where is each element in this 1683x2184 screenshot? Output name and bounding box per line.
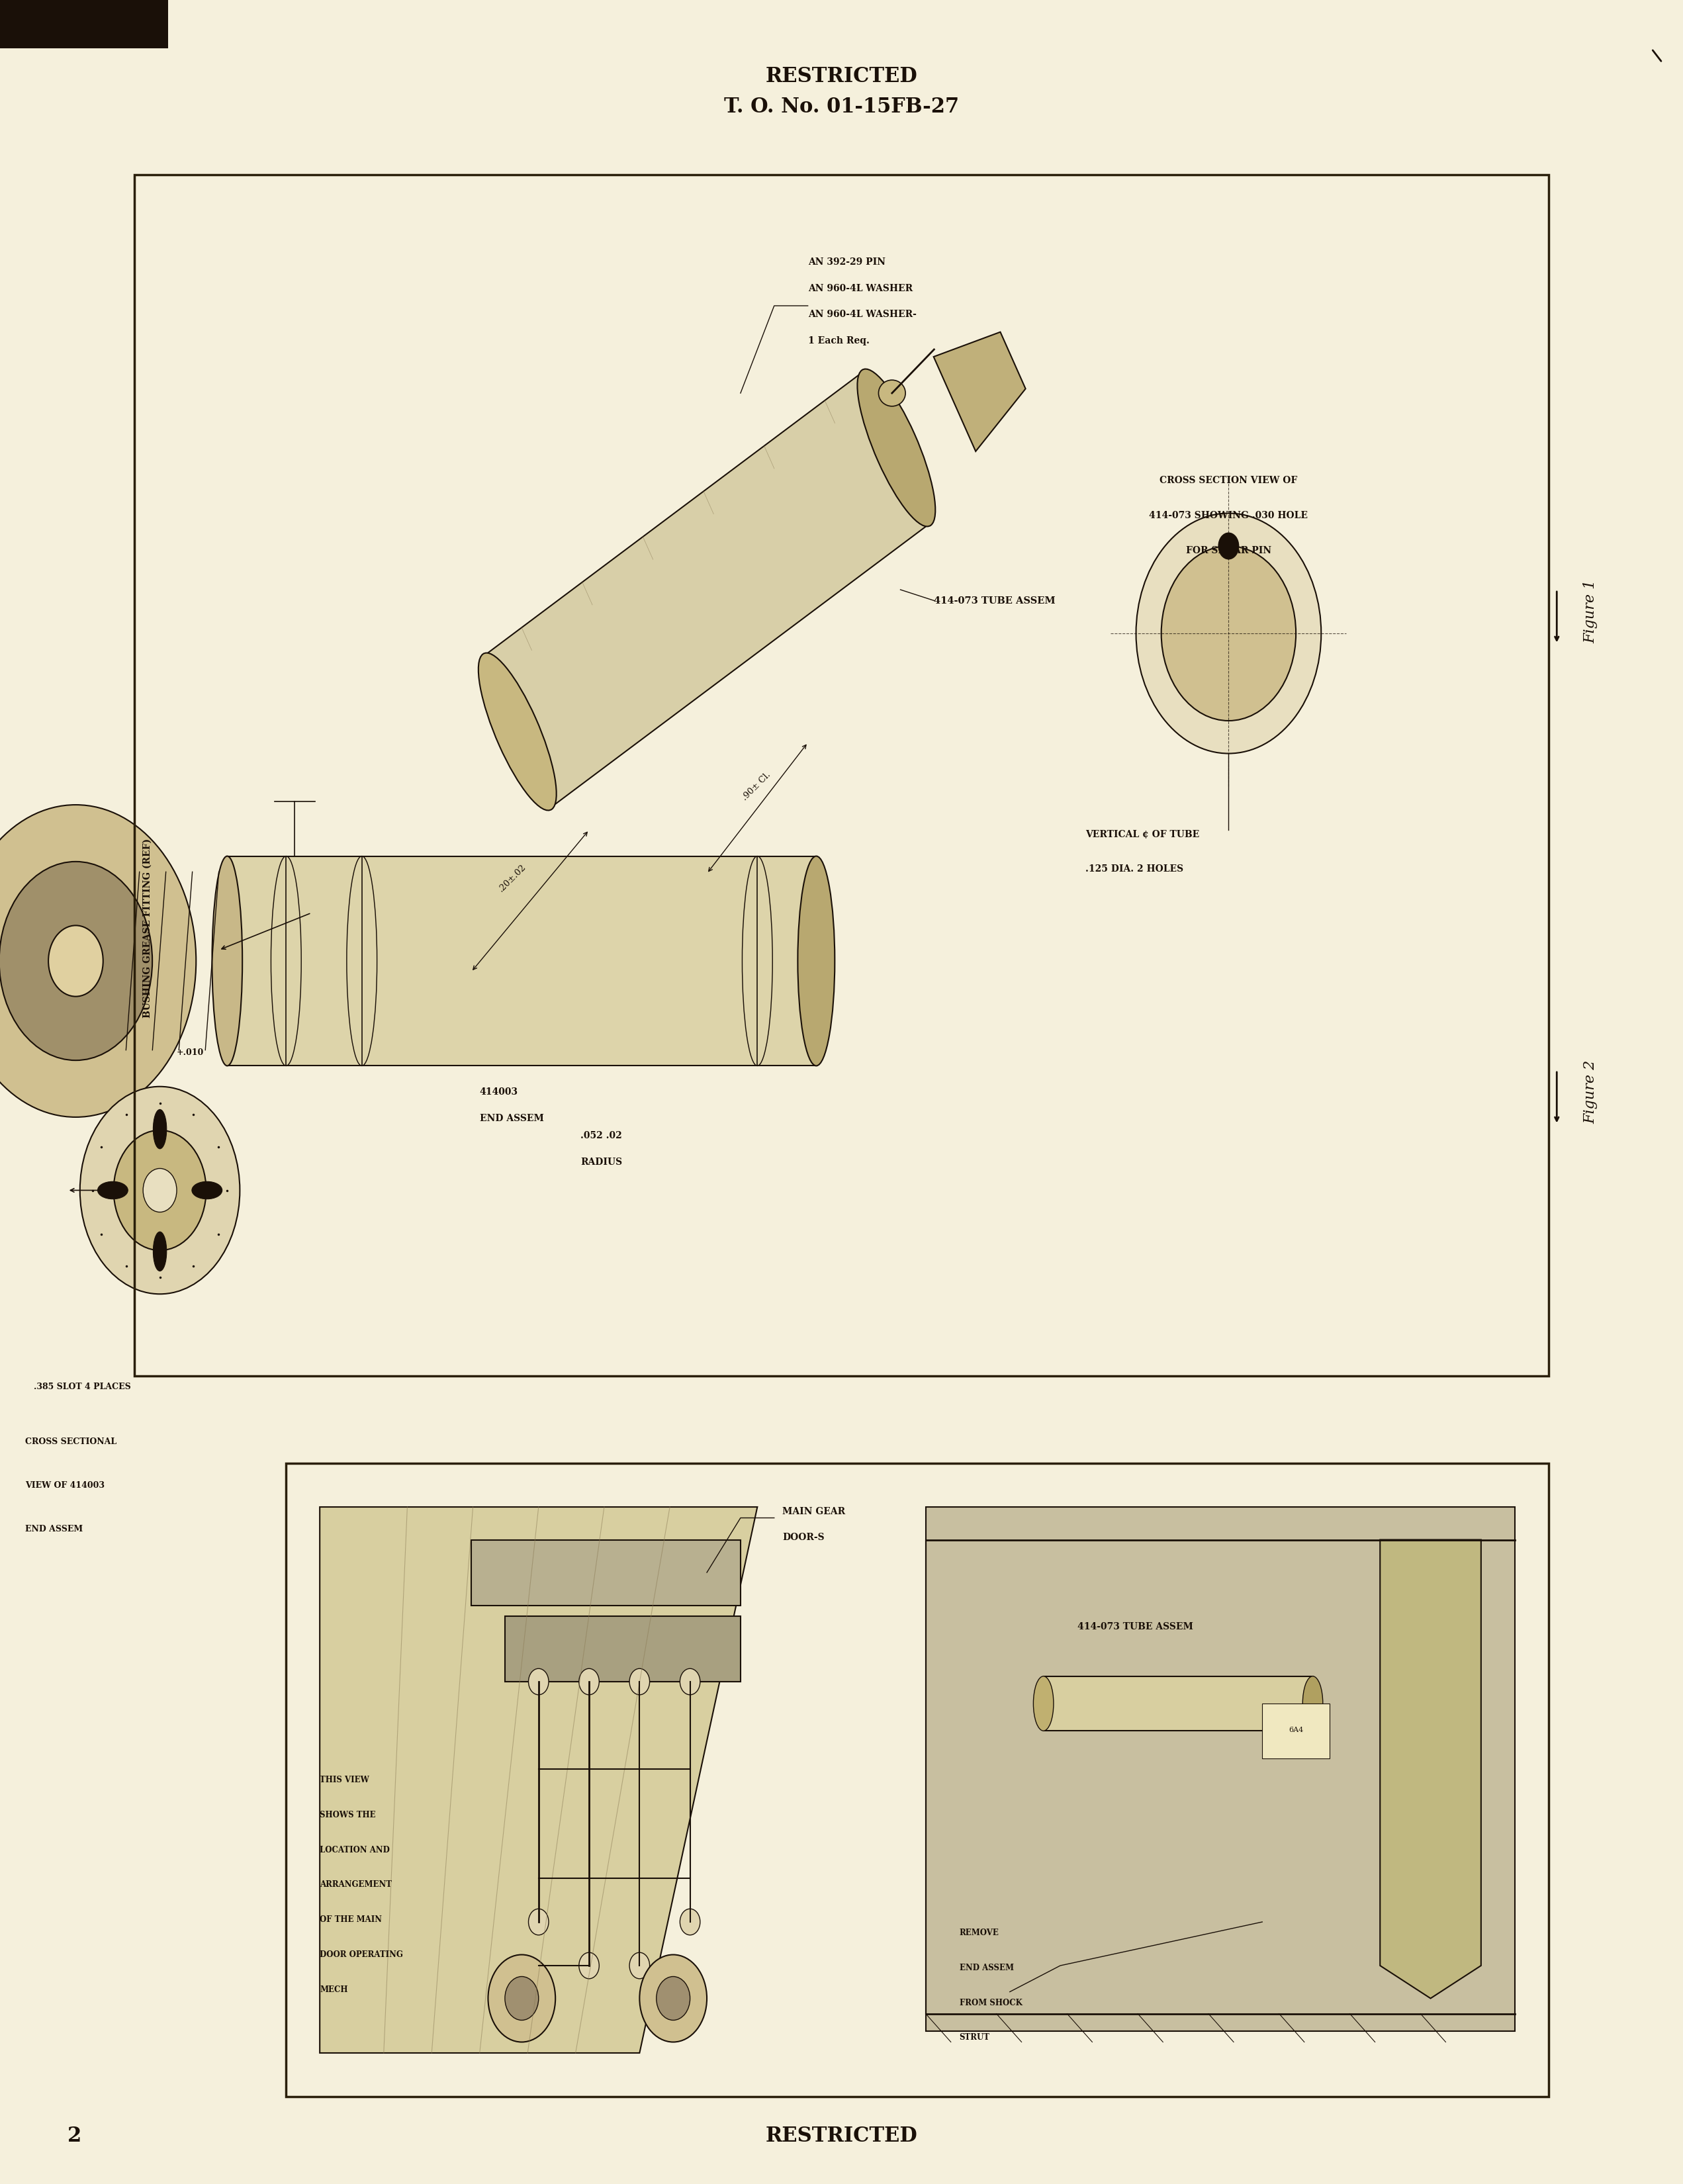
Bar: [0, 0, 168, 48]
Text: VIEW OF 414003: VIEW OF 414003: [25, 1481, 104, 1489]
Ellipse shape: [656, 1977, 690, 2020]
Ellipse shape: [1136, 513, 1321, 753]
Ellipse shape: [1303, 1677, 1323, 1730]
Ellipse shape: [640, 1955, 707, 2042]
Ellipse shape: [528, 1909, 549, 1935]
Text: MAIN GEAR: MAIN GEAR: [783, 1507, 845, 1516]
Text: ARRANGEMENT: ARRANGEMENT: [320, 1880, 392, 1889]
Ellipse shape: [98, 1182, 128, 1199]
Ellipse shape: [153, 1232, 167, 1271]
Ellipse shape: [798, 856, 835, 1066]
Ellipse shape: [0, 860, 151, 1059]
Text: AN 960-4L WASHER-: AN 960-4L WASHER-: [808, 310, 916, 319]
Text: CROSS SECTION VIEW OF: CROSS SECTION VIEW OF: [1160, 476, 1298, 485]
Text: Figure 1: Figure 1: [1584, 579, 1597, 644]
Bar: [1043, 1677, 1313, 1730]
Text: DOOR OPERATING: DOOR OPERATING: [320, 1950, 402, 1959]
Polygon shape: [934, 332, 1025, 452]
Bar: [286, 1463, 1548, 2097]
Ellipse shape: [153, 1109, 167, 1149]
Text: 1 Each Req.: 1 Each Req.: [808, 336, 870, 345]
Text: REMOVE: REMOVE: [959, 1928, 1000, 1937]
Text: 6A4: 6A4: [1289, 1725, 1303, 1734]
Text: Figure 2: Figure 2: [1584, 1059, 1597, 1125]
Text: 414003: 414003: [480, 1088, 518, 1096]
Text: END ASSEM: END ASSEM: [480, 1114, 544, 1123]
Text: VERTICAL ¢ OF TUBE: VERTICAL ¢ OF TUBE: [1086, 830, 1200, 839]
Ellipse shape: [1218, 533, 1239, 559]
Ellipse shape: [488, 1955, 555, 2042]
Text: FROM SHOCK: FROM SHOCK: [959, 1998, 1022, 2007]
Text: OF THE MAIN: OF THE MAIN: [320, 1915, 382, 1924]
Text: DOOR-S: DOOR-S: [783, 1533, 825, 1542]
Ellipse shape: [478, 653, 557, 810]
Ellipse shape: [629, 1669, 650, 1695]
Text: END ASSEM: END ASSEM: [959, 1963, 1013, 1972]
Text: SHOWS THE: SHOWS THE: [320, 1811, 375, 1819]
Text: 414-073 TUBE ASSEM: 414-073 TUBE ASSEM: [1077, 1623, 1193, 1631]
Polygon shape: [471, 1540, 741, 1605]
Polygon shape: [1380, 1540, 1481, 1998]
Ellipse shape: [629, 1952, 650, 1979]
Ellipse shape: [114, 1131, 207, 1249]
Text: .052 .02: .052 .02: [581, 1131, 623, 1140]
Ellipse shape: [49, 926, 103, 996]
Ellipse shape: [528, 1669, 549, 1695]
Ellipse shape: [1033, 1677, 1054, 1730]
Text: .20±.02: .20±.02: [496, 863, 527, 893]
Text: .90± Cl.: .90± Cl.: [741, 771, 772, 802]
Ellipse shape: [0, 804, 197, 1116]
Text: RESTRICTED: RESTRICTED: [766, 66, 917, 87]
Text: STRUT: STRUT: [959, 2033, 990, 2042]
Text: RESTRICTED: RESTRICTED: [766, 2125, 917, 2147]
Text: CROSS SECTIONAL: CROSS SECTIONAL: [25, 1437, 116, 1446]
Text: MECH: MECH: [320, 1985, 348, 1994]
Ellipse shape: [579, 1669, 599, 1695]
Ellipse shape: [857, 369, 936, 526]
Text: THIS VIEW: THIS VIEW: [320, 1776, 369, 1784]
Ellipse shape: [143, 1168, 177, 1212]
Polygon shape: [505, 1616, 741, 1682]
Text: 2: 2: [67, 2125, 81, 2147]
Text: BUSHING GREASE FITTING (REF): BUSHING GREASE FITTING (REF): [143, 839, 153, 1018]
Ellipse shape: [680, 1669, 700, 1695]
Text: +.010: +.010: [177, 1048, 204, 1057]
Bar: [1262, 1704, 1330, 1758]
Ellipse shape: [1161, 546, 1296, 721]
Text: 414-073 SHOWING .030 HOLE: 414-073 SHOWING .030 HOLE: [1149, 511, 1308, 520]
Bar: [135, 175, 1548, 1376]
Text: LOCATION AND: LOCATION AND: [320, 1845, 390, 1854]
Text: T. O. No. 01-15FB-27: T. O. No. 01-15FB-27: [724, 96, 959, 118]
Text: 414-073 TUBE ASSEM: 414-073 TUBE ASSEM: [934, 596, 1055, 605]
Text: RADIUS: RADIUS: [581, 1158, 623, 1166]
Ellipse shape: [579, 1952, 599, 1979]
Polygon shape: [320, 1507, 757, 2053]
Text: .385 SLOT 4 PLACES: .385 SLOT 4 PLACES: [34, 1382, 131, 1391]
Text: AN 392-29 PIN: AN 392-29 PIN: [808, 258, 885, 266]
Ellipse shape: [192, 1182, 222, 1199]
Text: FOR SHEAR PIN: FOR SHEAR PIN: [1187, 546, 1271, 555]
Ellipse shape: [505, 1977, 539, 2020]
Polygon shape: [483, 371, 931, 808]
Text: END ASSEM: END ASSEM: [25, 1524, 82, 1533]
Polygon shape: [227, 856, 816, 1066]
Text: AN 960-4L WASHER: AN 960-4L WASHER: [808, 284, 912, 293]
Polygon shape: [926, 1507, 1515, 2031]
Text: .125 DIA. 2 HOLES: .125 DIA. 2 HOLES: [1086, 865, 1183, 874]
Ellipse shape: [81, 1088, 239, 1293]
Ellipse shape: [680, 1909, 700, 1935]
Ellipse shape: [879, 380, 905, 406]
Ellipse shape: [212, 856, 242, 1066]
